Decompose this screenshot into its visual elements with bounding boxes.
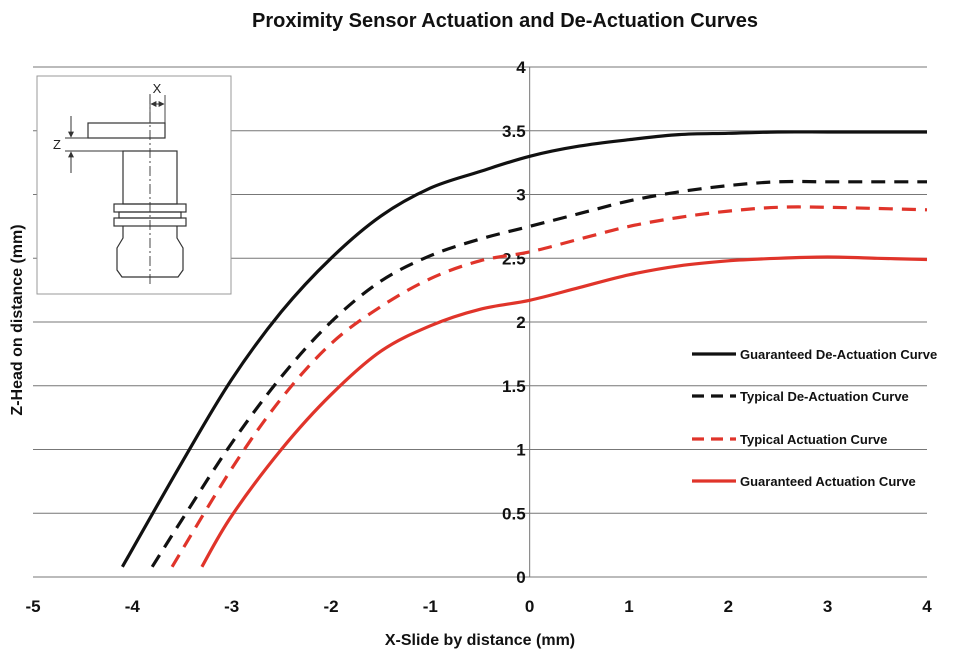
x-axis-label: X-Slide by distance (mm) — [385, 632, 575, 649]
series-line-4 — [200, 255, 928, 568]
series-line-1 — [121, 130, 927, 568]
x-tick-label: 3 — [823, 597, 832, 616]
legend-label-3: Typical Actuation Curve — [740, 432, 887, 447]
x-tick-labels: -5 -4 -3 -2 -1 0 1 2 3 4 — [25, 597, 932, 616]
y-tick-labels: 00.511.522.533.54 — [502, 58, 526, 587]
y-tick-label: 0 — [516, 568, 525, 587]
x-dimension-label: X — [153, 81, 162, 96]
y-tick-label: 0.5 — [502, 504, 526, 523]
x-tick-label: 1 — [624, 597, 633, 616]
y-tick-label: 3.5 — [502, 122, 526, 141]
x-tick-label: -3 — [224, 597, 239, 616]
series-lines — [121, 130, 928, 568]
x-tick-label: 2 — [724, 597, 733, 616]
x-tick-label: -1 — [423, 597, 438, 616]
legend-label-1: Guaranteed De-Actuation Curve — [740, 347, 937, 362]
series-line-2 — [150, 179, 927, 568]
y-tick-label: 1 — [516, 441, 525, 460]
y-tick-label: 4 — [516, 58, 526, 77]
x-tick-label: 4 — [922, 597, 932, 616]
target-plate — [87, 122, 166, 139]
chart-title: Proximity Sensor Actuation and De-Actuat… — [252, 10, 758, 32]
x-tick-label: -5 — [25, 597, 40, 616]
inset-frame — [36, 75, 232, 295]
legend-label-4: Guaranteed Actuation Curve — [740, 474, 916, 489]
x-tick-label: -2 — [323, 597, 338, 616]
sensor-diagram: X Z — [36, 75, 232, 295]
z-dimension-label: Z — [53, 137, 61, 152]
x-tick-label: -4 — [125, 597, 141, 616]
legend: Guaranteed De-Actuation Curve Typical De-… — [692, 347, 937, 489]
y-tick-label: 3 — [516, 186, 525, 205]
y-tick-label: 1.5 — [502, 377, 526, 396]
legend-label-2: Typical De-Actuation Curve — [740, 389, 909, 404]
x-tick-label: 0 — [525, 597, 534, 616]
y-tick-label: 2 — [516, 313, 525, 332]
series-line-3 — [170, 205, 928, 568]
y-axis-label: Z-Head on distance (mm) — [9, 224, 26, 415]
